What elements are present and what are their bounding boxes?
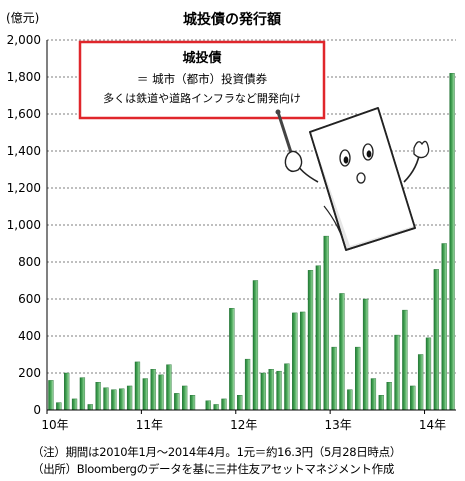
bar xyxy=(386,382,392,411)
bar xyxy=(276,370,282,411)
bar xyxy=(221,398,227,411)
bar xyxy=(166,364,172,411)
y-tick-label: 1,600 xyxy=(7,107,41,121)
bar xyxy=(284,363,290,411)
bar xyxy=(244,358,251,411)
bar xyxy=(95,382,101,411)
bar xyxy=(347,389,353,411)
bar xyxy=(213,404,219,411)
y-tick-label: 800 xyxy=(18,255,41,269)
bar xyxy=(331,346,337,411)
x-tick-label: 13年 xyxy=(325,418,352,432)
y-tick-label: 600 xyxy=(18,292,41,306)
bar xyxy=(410,385,416,411)
bar xyxy=(417,354,424,411)
y-tick-label: 1,400 xyxy=(7,144,41,158)
bar xyxy=(205,400,211,411)
y-tick-label: 1,200 xyxy=(7,181,41,195)
bar xyxy=(150,369,156,411)
bar xyxy=(268,369,274,411)
bar xyxy=(370,378,377,411)
y-tick-label: 1,800 xyxy=(7,70,41,84)
bar xyxy=(323,235,329,411)
mascot-illustration xyxy=(275,107,430,251)
bar xyxy=(355,346,361,411)
bar xyxy=(87,404,93,411)
bar xyxy=(362,298,369,411)
bar xyxy=(103,387,109,411)
bar xyxy=(119,388,125,411)
bar xyxy=(441,243,447,411)
bar xyxy=(229,308,235,411)
footnote-source: （出所）Bloombergのデータを基に三井住友アセットマネジメント作成 xyxy=(32,462,395,476)
bar xyxy=(315,265,322,411)
bar xyxy=(174,393,180,411)
x-tick-label: 11年 xyxy=(136,418,163,432)
bar xyxy=(48,380,54,411)
bar xyxy=(56,402,62,411)
callout-line2: 多くは鉄道や道路インフラなど開発向け xyxy=(103,91,301,105)
bar xyxy=(402,309,408,411)
bar xyxy=(237,395,243,411)
bar xyxy=(449,73,455,411)
callout-title: 城投債 xyxy=(182,50,221,66)
bar xyxy=(378,395,384,411)
callout-box: 城投債 ＝ 城市（都市）投資債券 多くは鉄道や道路インフラなど開発向け xyxy=(78,40,326,120)
bar xyxy=(292,312,298,411)
x-tick-label: 12年 xyxy=(230,418,257,432)
y-tick-label: 0 xyxy=(33,403,41,417)
bar xyxy=(425,337,432,411)
y-tick-labels: 0 200 400 600 800 1,000 1,200 1,400 1,600 1,800 2,… xyxy=(7,33,41,417)
y-tick-label: 400 xyxy=(18,329,41,343)
bar xyxy=(126,385,133,411)
chart-title: 城投債の発行額 xyxy=(183,11,281,28)
bar xyxy=(111,389,117,411)
bar xyxy=(339,293,345,411)
bar xyxy=(260,372,266,411)
bar xyxy=(79,377,86,411)
x-tick-label: 14年 xyxy=(419,418,446,432)
bar xyxy=(142,378,148,411)
x-tick-labels: 10年 11年 12年 13年 14年 xyxy=(41,410,446,432)
bars xyxy=(48,73,455,411)
bar xyxy=(252,280,259,411)
y-axis-unit: (億元) xyxy=(6,11,39,25)
bar xyxy=(182,385,188,411)
bar xyxy=(64,372,70,411)
x-tick-label: 10年 xyxy=(41,418,68,432)
bar xyxy=(307,270,314,411)
y-tick-label: 200 xyxy=(18,366,41,380)
footnote-period: （注）期間は2010年1月〜2014年4月。1元＝約16.3円（5月28日時点） xyxy=(32,445,402,459)
y-tick-label: 2,000 xyxy=(7,33,41,47)
bar xyxy=(71,398,78,411)
y-tick-label: 1,000 xyxy=(7,218,41,232)
callout-line1: ＝ 城市（都市）投資債券 xyxy=(137,72,268,86)
bar xyxy=(394,334,400,411)
bar xyxy=(134,361,141,411)
bar xyxy=(433,269,439,411)
bar xyxy=(158,374,164,411)
bar xyxy=(189,395,196,411)
bar xyxy=(299,311,306,411)
